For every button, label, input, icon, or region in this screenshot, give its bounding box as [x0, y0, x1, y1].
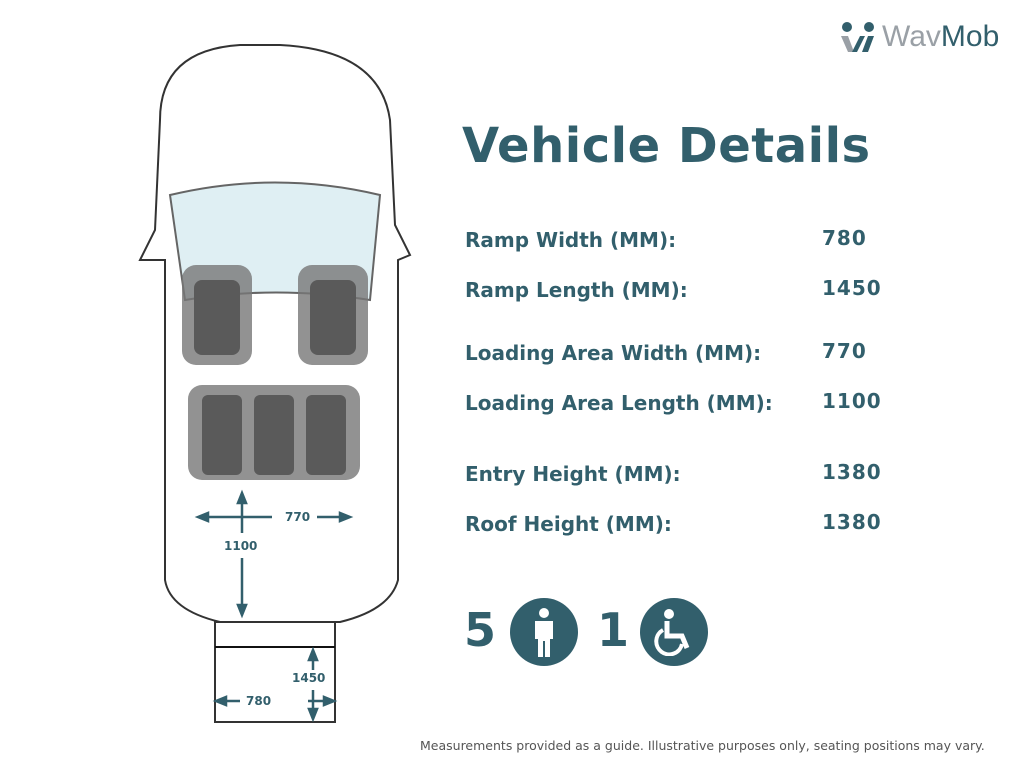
vehicle-diagram: 770 1100 1450 780	[138, 44, 412, 723]
wheelchair-count: 1	[597, 603, 630, 657]
logo-text-wav: Wav	[882, 20, 941, 53]
wheelchair-icon	[640, 598, 708, 666]
logo-mark-icon	[841, 22, 874, 52]
seat-count: 5	[464, 603, 497, 657]
detail-label: Loading Area Width (MM):	[465, 341, 762, 365]
ramp-length-label: 1450	[292, 671, 325, 685]
detail-value: 1450	[822, 276, 882, 300]
detail-value: 1380	[822, 510, 882, 534]
detail-value: 1100	[822, 389, 882, 413]
disclaimer-footer: Measurements provided as a guide. Illust…	[420, 738, 985, 753]
detail-label: Ramp Length (MM):	[465, 278, 688, 302]
logo-text-mob: Mob	[940, 20, 1000, 53]
detail-label: Ramp Width (MM):	[465, 228, 677, 252]
person-icon	[510, 598, 578, 666]
page-title: Vehicle Details	[462, 118, 871, 174]
loading-width-label: 770	[285, 510, 310, 524]
loading-length-label: 1100	[224, 539, 257, 553]
detail-label: Roof Height (MM):	[465, 512, 672, 536]
detail-value: 1380	[822, 460, 882, 484]
detail-label: Loading Area Length (MM):	[465, 391, 773, 415]
detail-value: 780	[822, 226, 867, 250]
detail-value: 770	[822, 339, 867, 363]
ramp-width-label: 780	[246, 694, 271, 708]
detail-label: Entry Height (MM):	[465, 462, 681, 486]
wavmob-logo: WavMob	[838, 20, 999, 54]
